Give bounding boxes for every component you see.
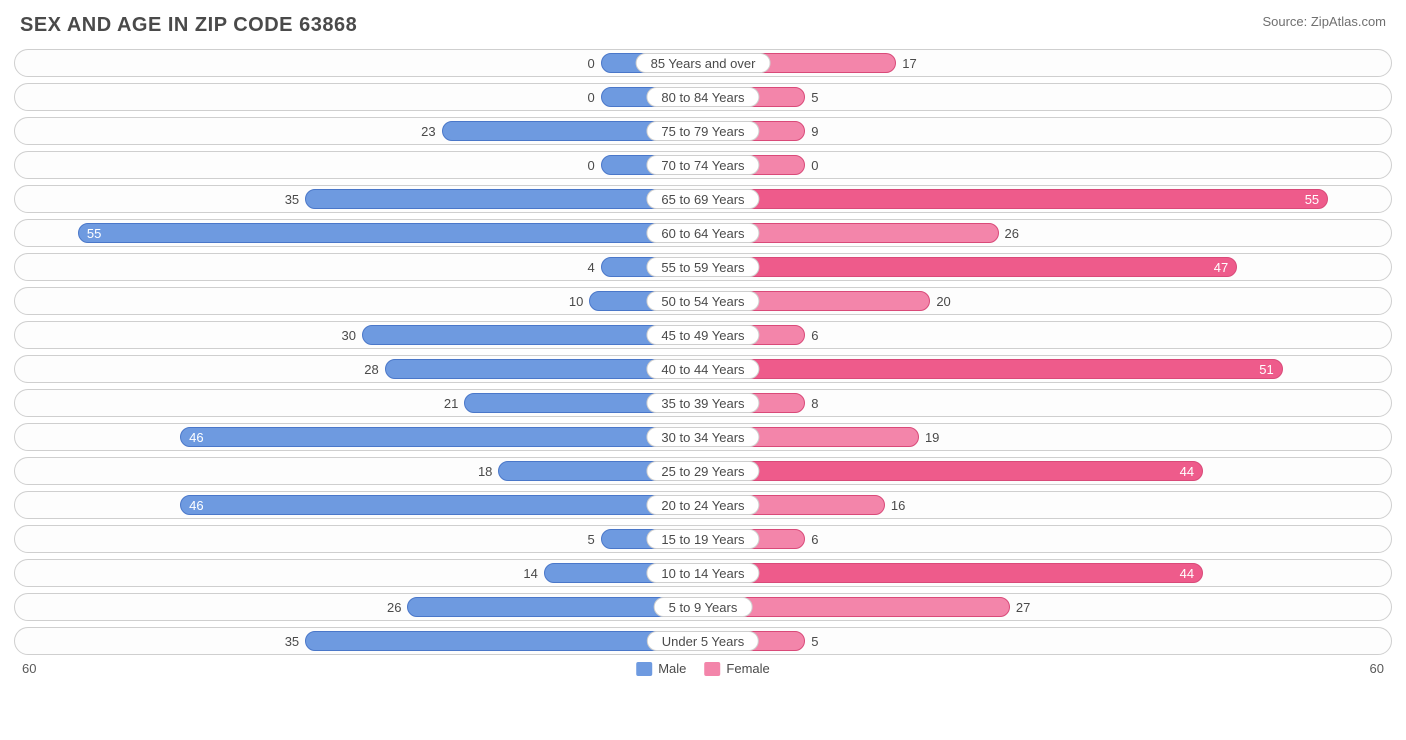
category-pill: 10 to 14 Years <box>646 563 759 583</box>
chart-row: 35 5 Under 5 Years <box>14 627 1392 655</box>
chart-row: 46 16 20 to 24 Years <box>14 491 1392 519</box>
male-value: 46 <box>189 428 203 446</box>
chart-row: 23 9 75 to 79 Years <box>14 117 1392 145</box>
chart-row: 0 17 85 Years and over <box>14 49 1392 77</box>
legend-item: Male <box>636 661 686 676</box>
chart-row: 0 5 80 to 84 Years <box>14 83 1392 111</box>
chart-row: 21 8 35 to 39 Years <box>14 389 1392 417</box>
female-value: 27 <box>1016 597 1030 617</box>
category-pill: 20 to 24 Years <box>646 495 759 515</box>
legend-swatch <box>636 662 652 676</box>
axis-max-left: 60 <box>22 661 36 676</box>
female-value: 17 <box>902 53 916 73</box>
category-pill: 35 to 39 Years <box>646 393 759 413</box>
category-pill: 30 to 34 Years <box>646 427 759 447</box>
category-pill: 5 to 9 Years <box>654 597 753 617</box>
female-value: 51 <box>1259 360 1273 378</box>
male-value: 28 <box>364 359 378 379</box>
female-value: 44 <box>1180 462 1194 480</box>
chart-row: 26 27 5 to 9 Years <box>14 593 1392 621</box>
category-pill: 55 to 59 Years <box>646 257 759 277</box>
female-value: 19 <box>925 427 939 447</box>
male-bar <box>305 631 703 651</box>
female-bar: 47 <box>703 257 1237 277</box>
male-value: 0 <box>587 155 594 175</box>
male-value: 14 <box>523 563 537 583</box>
male-value: 35 <box>285 189 299 209</box>
male-value: 26 <box>387 597 401 617</box>
female-value: 16 <box>891 495 905 515</box>
category-pill: 85 Years and over <box>636 53 771 73</box>
male-value: 5 <box>587 529 594 549</box>
male-bar: 46 <box>180 495 703 515</box>
legend-swatch <box>704 662 720 676</box>
male-value: 46 <box>189 496 203 514</box>
female-bar: 55 <box>703 189 1328 209</box>
female-value: 5 <box>811 87 818 107</box>
male-value: 0 <box>587 87 594 107</box>
category-pill: 60 to 64 Years <box>646 223 759 243</box>
legend-label: Male <box>658 661 686 676</box>
axis-max-right: 60 <box>1370 661 1384 676</box>
category-pill: 75 to 79 Years <box>646 121 759 141</box>
female-value: 20 <box>936 291 950 311</box>
female-value: 9 <box>811 121 818 141</box>
chart-row: 30 6 45 to 49 Years <box>14 321 1392 349</box>
category-pill: 40 to 44 Years <box>646 359 759 379</box>
category-pill: 70 to 74 Years <box>646 155 759 175</box>
male-value: 23 <box>421 121 435 141</box>
female-bar: 51 <box>703 359 1283 379</box>
male-value: 4 <box>587 257 594 277</box>
chart-row: 0 0 70 to 74 Years <box>14 151 1392 179</box>
male-value: 18 <box>478 461 492 481</box>
chart-row: 5 6 15 to 19 Years <box>14 525 1392 553</box>
chart-source: Source: ZipAtlas.com <box>1262 14 1386 29</box>
male-value: 0 <box>587 53 594 73</box>
category-pill: 45 to 49 Years <box>646 325 759 345</box>
legend-label: Female <box>726 661 769 676</box>
chart-row: 28 51 40 to 44 Years <box>14 355 1392 383</box>
chart-row: 14 44 10 to 14 Years <box>14 559 1392 587</box>
female-value: 47 <box>1214 258 1228 276</box>
male-bar <box>305 189 703 209</box>
legend-item: Female <box>704 661 769 676</box>
category-pill: 80 to 84 Years <box>646 87 759 107</box>
category-pill: 50 to 54 Years <box>646 291 759 311</box>
male-value: 55 <box>87 224 101 242</box>
male-bar: 46 <box>180 427 703 447</box>
male-value: 21 <box>444 393 458 413</box>
legend: Male Female <box>636 661 770 676</box>
female-value: 8 <box>811 393 818 413</box>
chart-header: SEX AND AGE IN ZIP CODE 63868 Source: Zi… <box>0 0 1406 45</box>
female-value: 6 <box>811 325 818 345</box>
category-pill: 15 to 19 Years <box>646 529 759 549</box>
chart-title: SEX AND AGE IN ZIP CODE 63868 <box>20 14 357 37</box>
female-value: 44 <box>1180 564 1194 582</box>
chart-row: 18 44 25 to 29 Years <box>14 457 1392 485</box>
female-value: 26 <box>1005 223 1019 243</box>
chart-row: 55 26 60 to 64 Years <box>14 219 1392 247</box>
male-bar: 55 <box>78 223 703 243</box>
female-value: 55 <box>1305 190 1319 208</box>
female-value: 0 <box>811 155 818 175</box>
chart-row: 10 20 50 to 54 Years <box>14 287 1392 315</box>
category-pill: 65 to 69 Years <box>646 189 759 209</box>
female-value: 5 <box>811 631 818 651</box>
male-value: 10 <box>569 291 583 311</box>
chart-row: 35 55 65 to 69 Years <box>14 185 1392 213</box>
male-value: 30 <box>342 325 356 345</box>
category-pill: Under 5 Years <box>647 631 759 651</box>
chart-area: 0 17 85 Years and over 0 5 80 to 84 Years 23 9 7… <box>0 45 1406 655</box>
chart-row: 4 47 55 to 59 Years <box>14 253 1392 281</box>
male-value: 35 <box>285 631 299 651</box>
female-value: 6 <box>811 529 818 549</box>
female-bar: 44 <box>703 563 1203 583</box>
chart-footer: 60 Male Female 60 <box>0 661 1406 685</box>
category-pill: 25 to 29 Years <box>646 461 759 481</box>
chart-row: 46 19 30 to 34 Years <box>14 423 1392 451</box>
female-bar: 44 <box>703 461 1203 481</box>
